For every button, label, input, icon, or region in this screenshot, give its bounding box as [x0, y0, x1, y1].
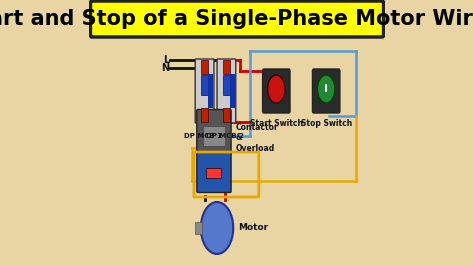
- Text: I: I: [324, 84, 328, 94]
- Bar: [230, 74, 235, 108]
- Bar: [201, 108, 208, 122]
- Text: Motor: Motor: [238, 223, 268, 232]
- Text: L: L: [163, 55, 169, 65]
- Bar: [207, 168, 221, 178]
- Bar: [203, 126, 225, 146]
- Bar: [223, 60, 230, 74]
- FancyBboxPatch shape: [197, 110, 231, 155]
- Bar: [195, 222, 202, 234]
- FancyBboxPatch shape: [195, 59, 214, 123]
- Text: Start Switch: Start Switch: [250, 119, 303, 128]
- FancyBboxPatch shape: [263, 69, 290, 113]
- Bar: [223, 75, 229, 95]
- Text: DP MCB 2: DP MCB 2: [206, 133, 244, 139]
- Bar: [208, 74, 213, 108]
- Bar: [201, 75, 208, 95]
- FancyBboxPatch shape: [312, 69, 340, 113]
- Circle shape: [267, 75, 285, 103]
- Text: N: N: [161, 63, 169, 73]
- Circle shape: [318, 75, 335, 103]
- FancyBboxPatch shape: [197, 152, 231, 193]
- Text: Stop Switch: Stop Switch: [301, 119, 352, 128]
- Circle shape: [201, 202, 233, 254]
- FancyBboxPatch shape: [217, 59, 236, 123]
- Text: Start and Stop of a Single-Phase Motor Wiring: Start and Stop of a Single-Phase Motor W…: [0, 9, 474, 29]
- Bar: [201, 60, 208, 74]
- Text: DP MCB 1: DP MCB 1: [184, 133, 222, 139]
- FancyBboxPatch shape: [91, 1, 383, 37]
- Text: Contactor
&
Overload: Contactor & Overload: [235, 123, 278, 153]
- Bar: [223, 108, 230, 122]
